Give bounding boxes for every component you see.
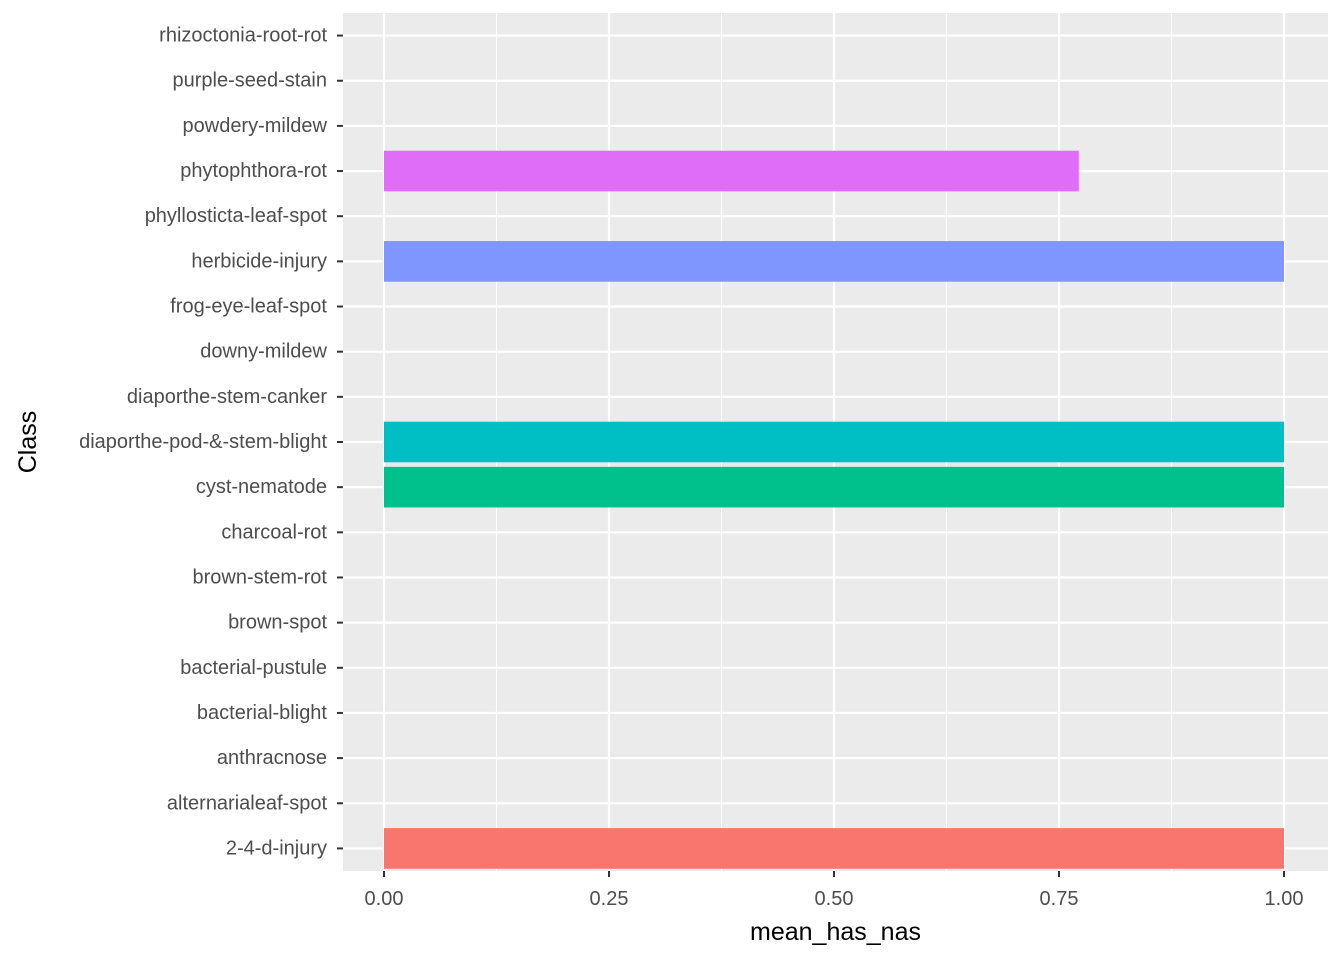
x-tick-label: 0.75 (1040, 888, 1079, 910)
y-tick-label: rhizoctonia-root-rot (159, 25, 327, 47)
y-axis: 2-4-d-injury alternarialeaf-spot anthracno… (79, 25, 343, 859)
x-tick-label: 0.50 (815, 888, 854, 910)
x-tick-label: 0.00 (365, 888, 404, 910)
bar-cyst-nematode (384, 466, 1284, 508)
y-tick-label: charcoal-rot (221, 521, 327, 543)
y-tick-label: anthracnose (217, 747, 327, 769)
y-tick-label: bacterial-pustule (180, 657, 327, 679)
bar-herbicide-injury (384, 241, 1284, 282)
y-tick-label: frog-eye-leaf-spot (170, 296, 327, 318)
bar-2-4-d-injury (384, 828, 1284, 869)
y-tick-label: phytophthora-rot (180, 160, 327, 182)
y-tick-label: diaporthe-pod-&-stem-blight (79, 431, 327, 453)
y-tick-label: alternarialeaf-spot (167, 792, 328, 814)
y-tick-label: purple-seed-stain (172, 70, 327, 92)
y-tick-label: diaporthe-stem-canker (127, 386, 327, 408)
x-axis: 0.00 0.25 0.50 0.75 1.00 (365, 871, 1304, 910)
x-tick-label: 0.25 (590, 888, 629, 910)
y-tick-label: phyllosticta-leaf-spot (145, 205, 328, 227)
bar-diaporthe-pod-stem-blight (384, 421, 1284, 463)
y-tick-label: brown-spot (228, 612, 327, 634)
x-tick-label: 1.00 (1265, 888, 1304, 910)
y-tick-label: 2-4-d-injury (226, 837, 327, 859)
y-tick-label: brown-stem-rot (193, 566, 328, 588)
y-tick-label: downy-mildew (200, 341, 327, 363)
bars (384, 150, 1284, 869)
y-tick-label: bacterial-blight (197, 702, 328, 724)
y-axis-title: Class (14, 411, 42, 474)
y-tick-label: powdery-mildew (183, 115, 328, 137)
x-axis-title: mean_has_nas (750, 918, 921, 946)
y-tick-label: cyst-nematode (196, 476, 327, 498)
bar-phytophthora-rot (384, 150, 1079, 192)
y-tick-label: herbicide-injury (191, 250, 327, 272)
